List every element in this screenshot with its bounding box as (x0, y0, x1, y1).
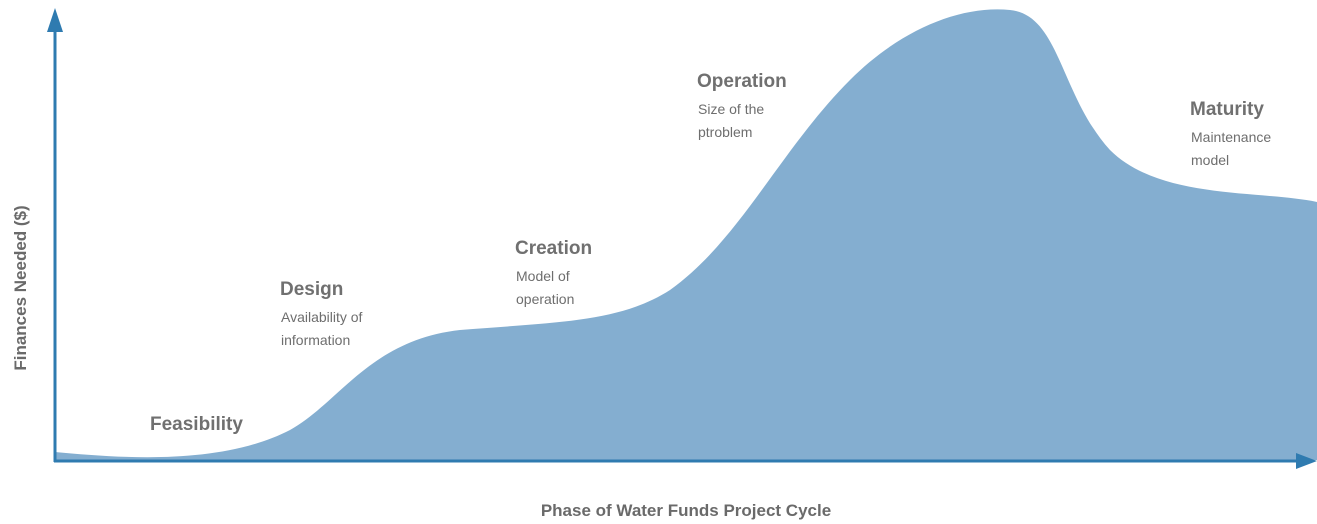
phase-description: Size of the (698, 101, 764, 117)
phase-title: Feasibility (150, 414, 243, 435)
finance-curve (55, 9, 1317, 461)
phase-description: Model of (516, 268, 570, 284)
phase-description: information (281, 332, 350, 348)
phase-title: Maturity (1190, 99, 1264, 120)
phase-description: Maintenance (1191, 129, 1271, 145)
phase-title: Design (280, 279, 343, 300)
phase-description: operation (516, 291, 574, 307)
phase-title: Operation (697, 71, 787, 92)
phase-description: Availability of (281, 309, 363, 325)
x-axis-label: Phase of Water Funds Project Cycle (541, 501, 831, 520)
y-axis-label: Finances Needed ($) (11, 205, 30, 370)
x-axis-arrow (1296, 453, 1317, 469)
phase-labels: Feasibility Design Availability of informat… (150, 71, 1271, 435)
phase-description: ptroblem (698, 124, 752, 140)
phase-title: Creation (515, 238, 592, 259)
phase-description: model (1191, 152, 1229, 168)
y-axis-arrow (47, 8, 63, 32)
